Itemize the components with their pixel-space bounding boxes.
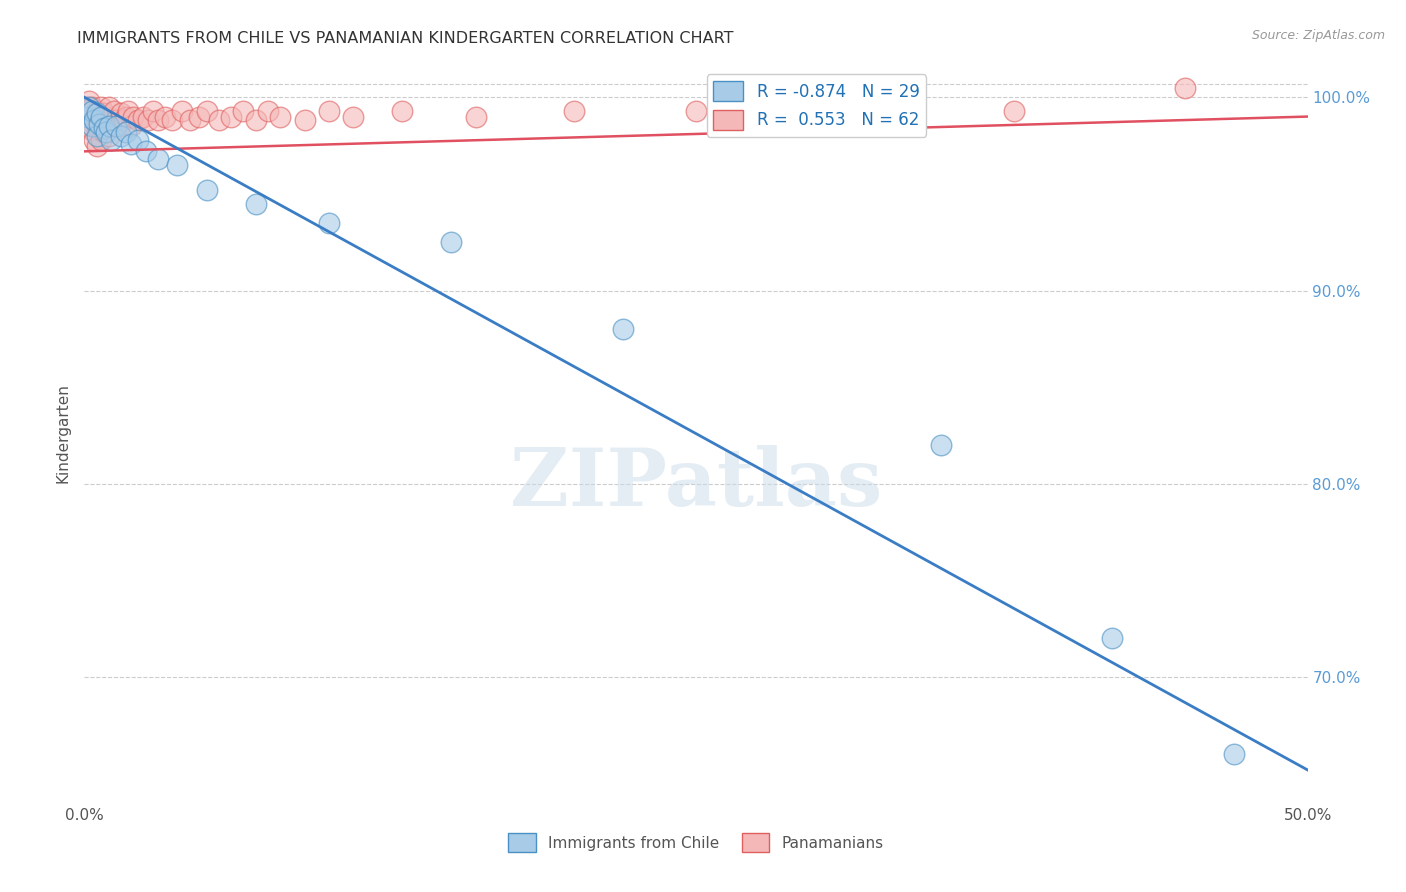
Point [257, 103, 280, 118]
Point [77, 120, 100, 134]
Point [142, 103, 165, 118]
Point [90, 133, 112, 147]
Point [87, 117, 110, 131]
Point [685, 103, 707, 118]
Point [162, 113, 184, 128]
Point [117, 103, 139, 118]
Point [115, 125, 138, 139]
Point [83, 113, 105, 128]
Point [97, 128, 120, 143]
Point [103, 103, 125, 118]
Point [86, 120, 108, 134]
Point [136, 113, 159, 128]
Point [86, 105, 108, 120]
Point [115, 110, 138, 124]
Point [86, 103, 108, 118]
Text: Source: ZipAtlas.com: Source: ZipAtlas.com [1251, 29, 1385, 42]
Point [77, 100, 100, 114]
Point [612, 322, 634, 336]
Point [166, 158, 188, 172]
Point [93, 125, 115, 139]
Point [87, 123, 110, 137]
Point [464, 110, 486, 124]
Point [83, 113, 105, 128]
Point [80, 100, 103, 114]
Point [80, 120, 103, 134]
Point [86, 128, 108, 143]
Point [1223, 747, 1246, 762]
Point [245, 113, 267, 128]
Point [318, 216, 340, 230]
Point [440, 235, 463, 250]
Point [103, 120, 125, 134]
Point [391, 103, 413, 118]
Point [127, 113, 149, 128]
Point [96, 125, 118, 139]
Point [179, 113, 201, 128]
Point [76, 113, 98, 128]
Point [195, 183, 218, 197]
Point [107, 120, 129, 134]
Point [318, 103, 340, 118]
Point [110, 105, 132, 120]
Point [807, 103, 830, 118]
Point [93, 105, 115, 120]
Point [208, 113, 231, 128]
Point [127, 133, 149, 147]
Point [110, 128, 132, 143]
Point [97, 120, 120, 134]
Point [86, 138, 108, 153]
Point [97, 100, 120, 114]
Point [93, 121, 115, 136]
Point [77, 103, 100, 118]
Point [232, 103, 254, 118]
Point [76, 100, 98, 114]
Point [188, 110, 211, 124]
Text: ZIPatlas: ZIPatlas [510, 445, 882, 524]
Point [112, 113, 135, 128]
Point [245, 196, 267, 211]
Point [1002, 103, 1025, 118]
Point [80, 123, 103, 137]
Point [105, 120, 128, 134]
Point [562, 103, 585, 118]
Point [132, 110, 155, 124]
Point [120, 120, 142, 134]
Text: IMMIGRANTS FROM CHILE VS PANAMANIAN KINDERGARTEN CORRELATION CHART: IMMIGRANTS FROM CHILE VS PANAMANIAN KIND… [77, 31, 734, 46]
Point [219, 110, 242, 124]
Point [929, 438, 952, 452]
Point [153, 110, 176, 124]
Point [122, 110, 145, 124]
Point [105, 113, 128, 128]
Point [342, 110, 364, 124]
Point [83, 133, 105, 147]
Point [172, 103, 194, 118]
Point [90, 113, 112, 128]
Point [269, 110, 291, 124]
Point [294, 113, 316, 128]
Point [135, 145, 157, 159]
Legend: Immigrants from Chile, Panamanians: Immigrants from Chile, Panamanians [502, 827, 890, 858]
Point [96, 120, 118, 134]
Point [90, 100, 112, 114]
Y-axis label: Kindergarten: Kindergarten [55, 383, 70, 483]
Point [90, 110, 112, 124]
Point [120, 136, 142, 151]
Point [1101, 632, 1123, 646]
Point [100, 133, 122, 147]
Point [80, 103, 103, 118]
Point [100, 113, 122, 128]
Point [1174, 80, 1197, 95]
Point [77, 94, 100, 108]
Point [146, 152, 169, 166]
Point [87, 110, 110, 124]
Point [76, 110, 98, 124]
Point [195, 103, 218, 118]
Point [96, 110, 118, 124]
Point [80, 110, 103, 124]
Point [146, 113, 169, 128]
